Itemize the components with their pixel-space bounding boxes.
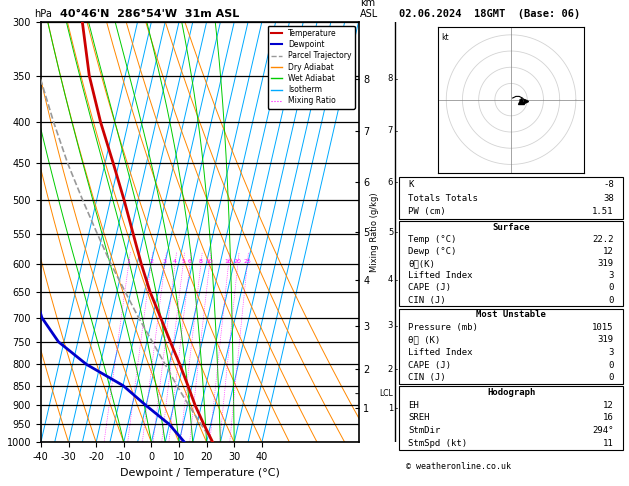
Text: 1: 1 bbox=[388, 404, 393, 413]
Text: EH: EH bbox=[408, 401, 419, 410]
Text: 22.2: 22.2 bbox=[593, 235, 614, 244]
Text: PW (cm): PW (cm) bbox=[408, 208, 446, 216]
Text: 2: 2 bbox=[388, 364, 393, 374]
Text: km
ASL: km ASL bbox=[360, 0, 378, 19]
Text: 3: 3 bbox=[608, 271, 614, 280]
Text: 12: 12 bbox=[603, 247, 614, 256]
Text: 11: 11 bbox=[603, 439, 614, 448]
Text: Most Unstable: Most Unstable bbox=[476, 311, 546, 319]
Text: 7: 7 bbox=[387, 126, 393, 136]
Text: © weatheronline.co.uk: © weatheronline.co.uk bbox=[406, 462, 511, 471]
Text: 1.51: 1.51 bbox=[593, 208, 614, 216]
Text: 10: 10 bbox=[206, 259, 213, 264]
Legend: Temperature, Dewpoint, Parcel Trajectory, Dry Adiabat, Wet Adiabat, Isotherm, Mi: Temperature, Dewpoint, Parcel Trajectory… bbox=[267, 26, 355, 108]
Text: 3: 3 bbox=[163, 259, 167, 264]
Text: 02.06.2024  18GMT  (Base: 06): 02.06.2024 18GMT (Base: 06) bbox=[399, 9, 581, 19]
Text: CIN (J): CIN (J) bbox=[408, 295, 446, 305]
Text: CIN (J): CIN (J) bbox=[408, 373, 446, 382]
Text: CAPE (J): CAPE (J) bbox=[408, 361, 452, 370]
Text: Totals Totals: Totals Totals bbox=[408, 193, 478, 203]
Text: θᴄ (K): θᴄ (K) bbox=[408, 335, 440, 345]
Text: 4: 4 bbox=[388, 276, 393, 284]
Text: kt: kt bbox=[442, 33, 449, 42]
Text: 3: 3 bbox=[608, 348, 614, 357]
Text: 0: 0 bbox=[608, 283, 614, 293]
Text: 8: 8 bbox=[387, 74, 393, 83]
X-axis label: Dewpoint / Temperature (°C): Dewpoint / Temperature (°C) bbox=[120, 468, 280, 478]
Text: 5: 5 bbox=[388, 228, 393, 237]
Text: -8: -8 bbox=[603, 180, 614, 189]
Text: 20: 20 bbox=[234, 259, 242, 264]
Text: 16: 16 bbox=[603, 414, 614, 422]
Text: Lifted Index: Lifted Index bbox=[408, 348, 473, 357]
Text: 25: 25 bbox=[243, 259, 251, 264]
Text: LCL: LCL bbox=[379, 389, 393, 398]
Text: StmSpd (kt): StmSpd (kt) bbox=[408, 439, 467, 448]
Text: StmDir: StmDir bbox=[408, 426, 440, 435]
Text: 0: 0 bbox=[608, 361, 614, 370]
Text: 1: 1 bbox=[127, 259, 131, 264]
Text: Pressure (mb): Pressure (mb) bbox=[408, 323, 478, 332]
Text: 16: 16 bbox=[225, 259, 232, 264]
Text: Mixing Ratio (g/kg): Mixing Ratio (g/kg) bbox=[370, 192, 379, 272]
Text: 6: 6 bbox=[387, 178, 393, 187]
Text: Dewp (°C): Dewp (°C) bbox=[408, 247, 457, 256]
Text: 1015: 1015 bbox=[593, 323, 614, 332]
Text: 5: 5 bbox=[181, 259, 185, 264]
Text: 6: 6 bbox=[188, 259, 192, 264]
Text: 38: 38 bbox=[603, 193, 614, 203]
Text: Temp (°C): Temp (°C) bbox=[408, 235, 457, 244]
Text: Hodograph: Hodograph bbox=[487, 388, 535, 397]
Text: 3: 3 bbox=[387, 321, 393, 330]
Text: CAPE (J): CAPE (J) bbox=[408, 283, 452, 293]
Text: SREH: SREH bbox=[408, 414, 430, 422]
Y-axis label: hPa: hPa bbox=[0, 222, 1, 242]
Text: hPa: hPa bbox=[35, 9, 52, 19]
Text: θᴄ(K): θᴄ(K) bbox=[408, 259, 435, 268]
Text: 40°46'N  286°54'W  31m ASL: 40°46'N 286°54'W 31m ASL bbox=[60, 9, 239, 19]
Text: Surface: Surface bbox=[493, 223, 530, 232]
Text: 319: 319 bbox=[598, 335, 614, 345]
Text: 319: 319 bbox=[598, 259, 614, 268]
Text: 0: 0 bbox=[608, 295, 614, 305]
Text: 8: 8 bbox=[199, 259, 203, 264]
Text: 294°: 294° bbox=[593, 426, 614, 435]
Text: 0: 0 bbox=[608, 373, 614, 382]
Text: 12: 12 bbox=[603, 401, 614, 410]
Text: 4: 4 bbox=[173, 259, 177, 264]
Text: Lifted Index: Lifted Index bbox=[408, 271, 473, 280]
Text: K: K bbox=[408, 180, 414, 189]
Text: 2: 2 bbox=[149, 259, 153, 264]
